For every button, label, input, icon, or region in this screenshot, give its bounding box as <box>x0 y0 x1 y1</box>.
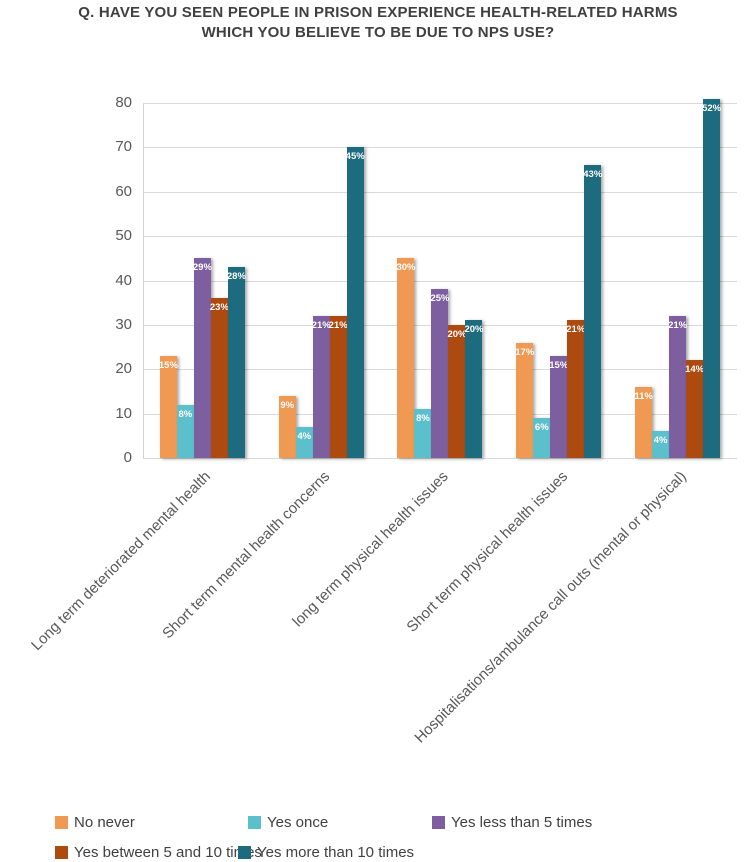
bar-group: 15% 8% 29% 23% 28% <box>143 103 262 458</box>
bar-data-label: 20% <box>464 324 484 336</box>
y-axis-tick-label: 0 <box>123 449 132 466</box>
bar: 21% <box>329 316 348 458</box>
bar-data-label: 4% <box>653 435 668 447</box>
y-axis-tick-label: 40 <box>115 271 132 289</box>
bar: 21% <box>312 316 331 458</box>
bar: 14% <box>685 360 704 458</box>
bar: 20% <box>464 320 483 458</box>
gridline <box>143 236 737 238</box>
bar-data-label: 29% <box>192 262 212 274</box>
bar-data-label: 21% <box>311 320 331 331</box>
bar: 23% <box>210 298 229 458</box>
bar: 45% <box>346 147 365 458</box>
bar: 4% <box>295 426 313 458</box>
bar-data-label: 4% <box>297 430 312 442</box>
bar-data-label: 43% <box>583 169 603 181</box>
y-axis-tick-label: 50 <box>115 227 132 245</box>
legend-item: Yes between 5 and 10 times <box>55 843 262 861</box>
bar: 25% <box>430 289 449 458</box>
bar: 8% <box>414 409 432 458</box>
legend-label: Yes more than 10 times <box>257 843 415 861</box>
bar-data-label: 25% <box>430 293 450 305</box>
bar-data-label: 23% <box>209 302 229 314</box>
y-axis-tick-label: 60 <box>115 182 132 200</box>
y-axis-tick-label: 80 <box>115 94 132 111</box>
y-axis-tick-label: 30 <box>115 315 132 333</box>
bar: 9% <box>278 395 296 458</box>
legend-item: Yes once <box>248 813 328 831</box>
bar: 29% <box>193 258 212 458</box>
gridline <box>143 191 737 193</box>
legend-swatch <box>238 845 251 859</box>
chart-title-line-1: Q. HAVE YOU SEEN PEOPLE IN PRISON EXPERI… <box>78 4 678 21</box>
legend-item: No never <box>55 813 135 831</box>
legend-label: No never <box>74 813 135 831</box>
bar: 20% <box>447 324 466 458</box>
bar-data-label: 28% <box>226 271 246 283</box>
bar-data-label: 17% <box>515 346 535 358</box>
x-axis-category-label: Hospitalisations/ambulance call outs (me… <box>411 468 690 747</box>
y-axis-tick-label: 10 <box>115 404 132 422</box>
gridline <box>143 103 737 104</box>
legend-label: Yes less than 5 times <box>451 813 593 831</box>
legend-label: Yes between 5 and 10 times <box>74 843 262 861</box>
bar: 6% <box>533 418 551 458</box>
chart-title-line-2: WHICH YOU BELIEVE TO BE DUE TO NPS USE? <box>201 24 555 41</box>
bar: 11% <box>634 387 653 458</box>
bar-data-label: 21% <box>668 320 688 331</box>
legend-swatch <box>55 845 68 859</box>
bar-data-label: 8% <box>416 413 430 425</box>
bar-data-label: 15% <box>549 359 569 371</box>
bar-data-label: 6% <box>534 422 549 434</box>
bar-data-label: 30% <box>396 262 416 274</box>
legend-swatch <box>55 815 68 829</box>
bar-group: 11% 4% 21% 14% 52% <box>618 98 737 458</box>
bar-data-label: 20% <box>447 328 467 340</box>
bar-data-label: 45% <box>345 151 365 163</box>
legend-swatch <box>432 815 445 829</box>
bar: 21% <box>566 320 585 458</box>
bar-group: 30% 8% 25% 20% 20% <box>381 103 500 458</box>
bar: 43% <box>583 165 602 458</box>
bar: 52% <box>702 98 721 458</box>
gridline <box>143 280 737 282</box>
legend-item: Yes less than 5 times <box>432 813 592 831</box>
bar: 15% <box>159 355 178 458</box>
bar-data-label: 14% <box>685 364 705 376</box>
bar: 8% <box>176 404 194 458</box>
gridline <box>143 458 737 459</box>
bar-data-label: 52% <box>702 102 722 114</box>
bar: 21% <box>668 316 687 458</box>
gridline <box>143 147 737 149</box>
bar-data-label: 9% <box>280 399 295 411</box>
y-axis-tick-label: 20 <box>115 360 132 378</box>
bar-data-label: 21% <box>566 324 586 336</box>
bar-data-label: 11% <box>634 391 653 402</box>
bar-data-label: 21% <box>328 320 348 331</box>
legend-swatch <box>248 815 261 829</box>
bar: 28% <box>227 267 246 458</box>
bar: 30% <box>396 258 415 458</box>
plot-area: 15% 8% 29% 23% 28% 9% 4% 21% 21% 45% 30% 8% 25% 20% 20… <box>143 98 737 459</box>
y-axis-tick-label: 70 <box>115 138 132 156</box>
bar: 15% <box>549 355 568 458</box>
bar-group: 9% 4% 21% 21% 45% <box>262 103 381 458</box>
bar-data-label: 15% <box>158 359 178 371</box>
legend-item: Yes more than 10 times <box>238 843 414 861</box>
bar: 17% <box>515 342 534 458</box>
legend-label: Yes once <box>267 813 329 831</box>
bar-group: 17% 6% 15% 21% 43% <box>499 103 618 458</box>
bar-data-label: 8% <box>178 408 193 420</box>
bar: 4% <box>652 431 670 458</box>
